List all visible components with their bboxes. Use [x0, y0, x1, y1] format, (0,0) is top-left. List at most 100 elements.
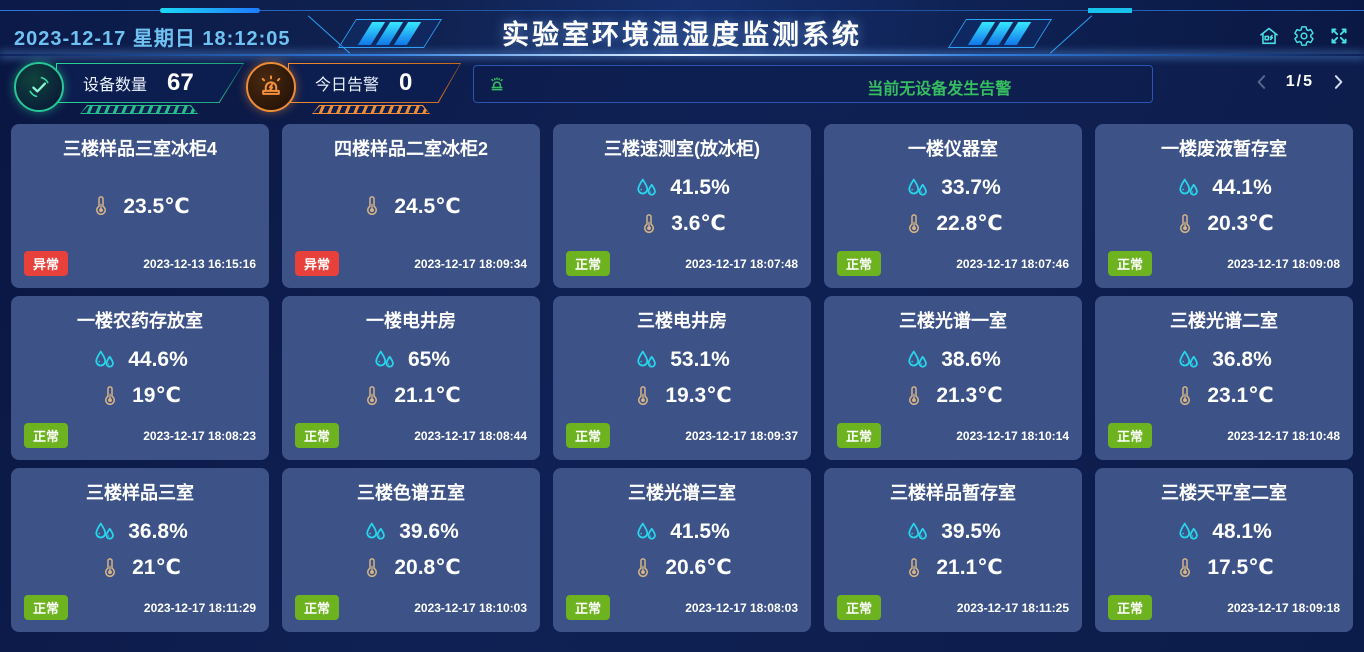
room-card[interactable]: 三楼速测室(放冰柜) 41.5% 3.6℃ — [553, 124, 811, 288]
temperature-value: 23.1℃ — [1207, 384, 1274, 408]
stats-bar: 设备数量 67 今日告警 0 当前无设备发 — [0, 56, 1364, 118]
thermometer-icon — [105, 557, 116, 577]
card-temperature: 21.1℃ — [361, 383, 461, 408]
card-metrics: 65% 21.1℃ — [295, 333, 527, 423]
device-count-label: 设备数量 — [83, 77, 148, 94]
temperature-value: 19℃ — [132, 384, 181, 408]
thermometer-icon — [638, 385, 649, 405]
thermometer-icon — [367, 385, 378, 405]
card-metrics: 33.7% 22.8℃ — [837, 161, 1069, 251]
temperature-value: 20.3℃ — [1207, 212, 1274, 236]
card-timestamp: 2023-12-13 16:15:16 — [143, 256, 256, 271]
thermometer-icon — [367, 557, 378, 577]
alert-banner: 当前无设备发生告警 — [473, 65, 1153, 103]
card-footer: 正常 2023-12-17 18:09:08 — [1108, 251, 1340, 276]
card-timestamp: 2023-12-17 18:10:14 — [956, 428, 1069, 443]
header-top-line-accent-right — [1088, 8, 1132, 13]
card-humidity: 38.6% — [905, 348, 1001, 373]
card-metrics: 36.8% 23.1℃ — [1108, 333, 1340, 423]
room-card[interactable]: 一楼废液暂存室 44.1% 20.3℃ 正常 — [1095, 124, 1353, 288]
check-circle-icon — [14, 62, 64, 112]
alarm-count-hatch-strip — [312, 105, 430, 114]
room-card[interactable]: 三楼光谱三室 41.5% 20.6℃ 正常 — [553, 468, 811, 632]
card-temperature: 19.3℃ — [632, 383, 732, 408]
room-card[interactable]: 三楼光谱二室 36.8% 23.1℃ 正常 — [1095, 296, 1353, 460]
card-timestamp: 2023-12-17 18:07:46 — [956, 256, 1069, 271]
prev-page-button[interactable] — [1252, 72, 1272, 92]
status-badge: 正常 — [1108, 251, 1153, 276]
card-footer: 异常 2023-12-13 16:15:16 — [24, 251, 256, 276]
card-room-name: 一楼电井房 — [366, 311, 456, 331]
water-drops-icon — [375, 350, 394, 368]
card-temperature: 19℃ — [99, 383, 181, 408]
thermometer-icon — [638, 557, 649, 577]
card-temperature: 20.6℃ — [632, 555, 732, 580]
card-footer: 正常 2023-12-17 18:09:37 — [566, 423, 798, 448]
card-metrics: 23.5℃ — [24, 161, 256, 251]
card-timestamp: 2023-12-17 18:11:25 — [956, 600, 1069, 615]
temperature-value: 23.5℃ — [123, 194, 190, 218]
room-card[interactable]: 三楼样品三室 36.8% 21℃ 正常 — [11, 468, 269, 632]
temperature-value: 21℃ — [132, 556, 181, 580]
room-card[interactable]: 三楼光谱一室 38.6% 21.3℃ 正常 — [824, 296, 1082, 460]
water-drops-icon — [908, 178, 928, 196]
room-card[interactable]: 三楼天平室二室 48.1% 17.5℃ 正常 — [1095, 468, 1353, 632]
status-badge: 正常 — [1108, 595, 1153, 620]
room-card[interactable]: 四楼样品二室冰柜2 24.5℃ 异常 2023-12-17 18:09:34 — [282, 124, 540, 288]
settings-gear-icon[interactable] — [1293, 25, 1315, 47]
thermometer-icon — [1180, 213, 1191, 233]
card-humidity: 44.6% — [92, 348, 188, 373]
device-count-value: 67 — [167, 69, 194, 96]
next-page-button[interactable] — [1328, 72, 1348, 92]
page-indicator: 1/5 — [1285, 73, 1314, 90]
card-humidity: 53.1% — [634, 348, 730, 373]
card-timestamp: 2023-12-17 18:09:34 — [414, 256, 527, 271]
room-card[interactable]: 三楼样品暂存室 39.5% 21.1℃ 正常 — [824, 468, 1082, 632]
card-room-name: 三楼样品三室冰柜4 — [62, 139, 217, 159]
card-footer: 正常 2023-12-17 18:10:14 — [837, 423, 1069, 448]
room-card[interactable]: 一楼电井房 65% 21.1℃ 正常 — [282, 296, 540, 460]
card-timestamp: 2023-12-17 18:09:37 — [685, 428, 798, 443]
water-drops-icon — [637, 522, 657, 540]
water-drops-icon — [1179, 350, 1199, 368]
temperature-value: 20.6℃ — [665, 556, 732, 580]
card-metrics: 41.5% 20.6℃ — [566, 505, 798, 595]
status-badge: 正常 — [837, 423, 882, 448]
card-humidity: 65% — [372, 348, 450, 373]
home-icon[interactable] — [1258, 25, 1280, 47]
card-footer: 正常 2023-12-17 18:07:48 — [566, 251, 798, 276]
card-room-name: 一楼废液暂存室 — [1161, 139, 1287, 159]
thermometer-icon — [909, 385, 920, 405]
status-badge: 正常 — [24, 423, 69, 448]
card-humidity: 48.1% — [1176, 520, 1272, 545]
room-card[interactable]: 三楼电井房 53.1% 19.3℃ 正常 — [553, 296, 811, 460]
alarm-count-widget: 今日告警 0 — [246, 61, 461, 117]
card-footer: 正常 2023-12-17 18:08:23 — [24, 423, 256, 448]
room-card[interactable]: 三楼色谱五室 39.6% 20.8℃ 正常 — [282, 468, 540, 632]
humidity-value: 41.5% — [670, 520, 730, 544]
humidity-value: 36.8% — [1212, 348, 1272, 372]
header-top-line-accent-left — [160, 8, 260, 13]
card-timestamp: 2023-12-17 18:09:18 — [1227, 600, 1340, 615]
alarm-count-panel: 今日告警 0 — [288, 63, 461, 103]
status-badge: 正常 — [1108, 423, 1153, 448]
water-drops-icon — [1179, 522, 1199, 540]
water-drops-icon — [908, 522, 928, 540]
status-badge: 正常 — [566, 251, 611, 276]
room-card[interactable]: 一楼仪器室 33.7% 22.8℃ 正常 — [824, 124, 1082, 288]
thermometer-icon — [1180, 557, 1191, 577]
room-card[interactable]: 一楼农药存放室 44.6% 19℃ 正常 — [11, 296, 269, 460]
fullscreen-icon[interactable] — [1328, 25, 1350, 47]
page-title: 实验室环境温湿度监测系统 — [502, 20, 862, 50]
status-badge: 正常 — [837, 595, 882, 620]
card-temperature: 24.5℃ — [361, 194, 461, 219]
device-count-widget: 设备数量 67 — [14, 61, 244, 117]
thermometer-icon — [909, 557, 920, 577]
room-card[interactable]: 三楼样品三室冰柜4 23.5℃ 异常 2023-12-13 16:15:16 — [11, 124, 269, 288]
humidity-value: 44.1% — [1212, 176, 1272, 200]
temperature-value: 17.5℃ — [1207, 556, 1274, 580]
card-timestamp: 2023-12-17 18:08:03 — [685, 600, 798, 615]
card-timestamp: 2023-12-17 18:08:44 — [414, 428, 527, 443]
water-drops-icon — [908, 350, 928, 368]
alarm-count-value: 0 — [399, 69, 413, 96]
